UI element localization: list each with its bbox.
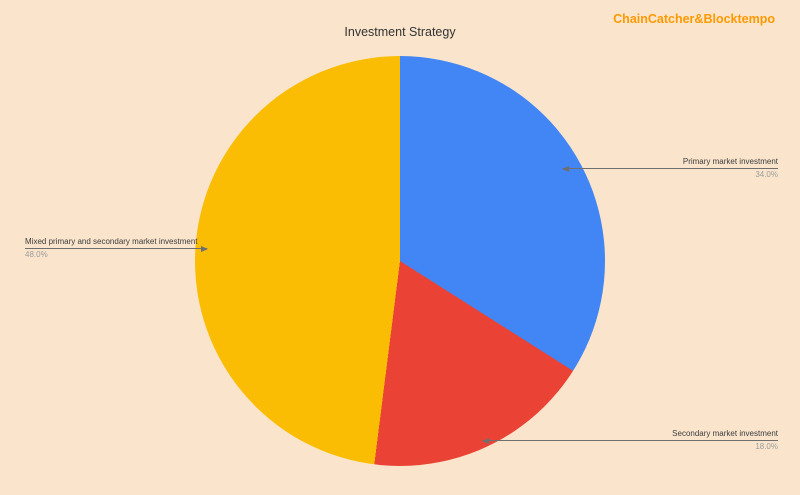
slice-label: Secondary market investment <box>672 429 778 438</box>
slice-label: Mixed primary and secondary market inves… <box>25 237 198 246</box>
annotation-primary-market: Primary market investment 34.0% <box>562 156 778 179</box>
slice-percent: 48.0% <box>25 250 48 259</box>
brand-watermark: ChainCatcher&Blocktempo <box>613 12 775 26</box>
slice-label: Primary market investment <box>682 157 778 166</box>
annotation-mixed-market: Mixed primary and secondary market inves… <box>25 236 208 259</box>
callout-arrow-left-icon <box>482 438 489 444</box>
chart-title: Investment Strategy <box>344 25 456 39</box>
slice-percent: 18.0% <box>755 442 778 451</box>
pie-chart <box>195 56 605 466</box>
slice-percent: 34.0% <box>755 170 778 179</box>
annotation-secondary-market: Secondary market investment 18.0% <box>482 428 778 451</box>
callout-arrow-right-icon <box>201 246 208 252</box>
callout-arrow-left-icon <box>562 166 569 172</box>
